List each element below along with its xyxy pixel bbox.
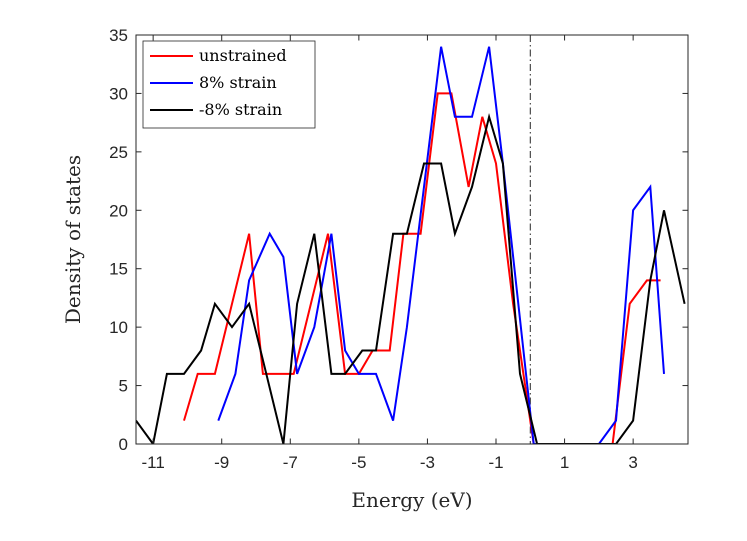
y-tick-label: 20 [109, 201, 128, 220]
y-tick-label: 25 [109, 143, 128, 162]
series-layer [136, 35, 686, 444]
y-axis-label: Density of states [61, 155, 85, 324]
series-line-2 [136, 112, 686, 444]
x-tick-label: -11 [141, 453, 164, 472]
legend-label-1: 8% strain [199, 73, 277, 92]
legend-label-2: -8% strain [199, 100, 282, 119]
y-tick-label: 15 [109, 260, 128, 279]
y-tick-label: 35 [109, 26, 128, 45]
plot-area-frame [135, 34, 689, 445]
legend: unstrained 8% strain -8% strain [142, 40, 316, 129]
x-tick-label: -1 [488, 453, 503, 472]
y-tick-label: 30 [109, 84, 128, 103]
y-tick-label: 10 [109, 318, 128, 337]
x-tick-label: -5 [351, 453, 366, 472]
x-tick-label: -7 [283, 453, 298, 472]
x-tick-label: 3 [628, 453, 637, 472]
x-tick-label: 1 [560, 453, 569, 472]
series-line-1 [217, 46, 665, 444]
x-tick-label: -9 [214, 453, 229, 472]
x-axis-label: Energy (eV) [351, 488, 472, 512]
legend-label-0: unstrained [199, 46, 287, 65]
y-tick-label: 5 [119, 377, 128, 396]
y-tick-label: 0 [119, 435, 128, 454]
x-tick-label: -3 [420, 453, 435, 472]
